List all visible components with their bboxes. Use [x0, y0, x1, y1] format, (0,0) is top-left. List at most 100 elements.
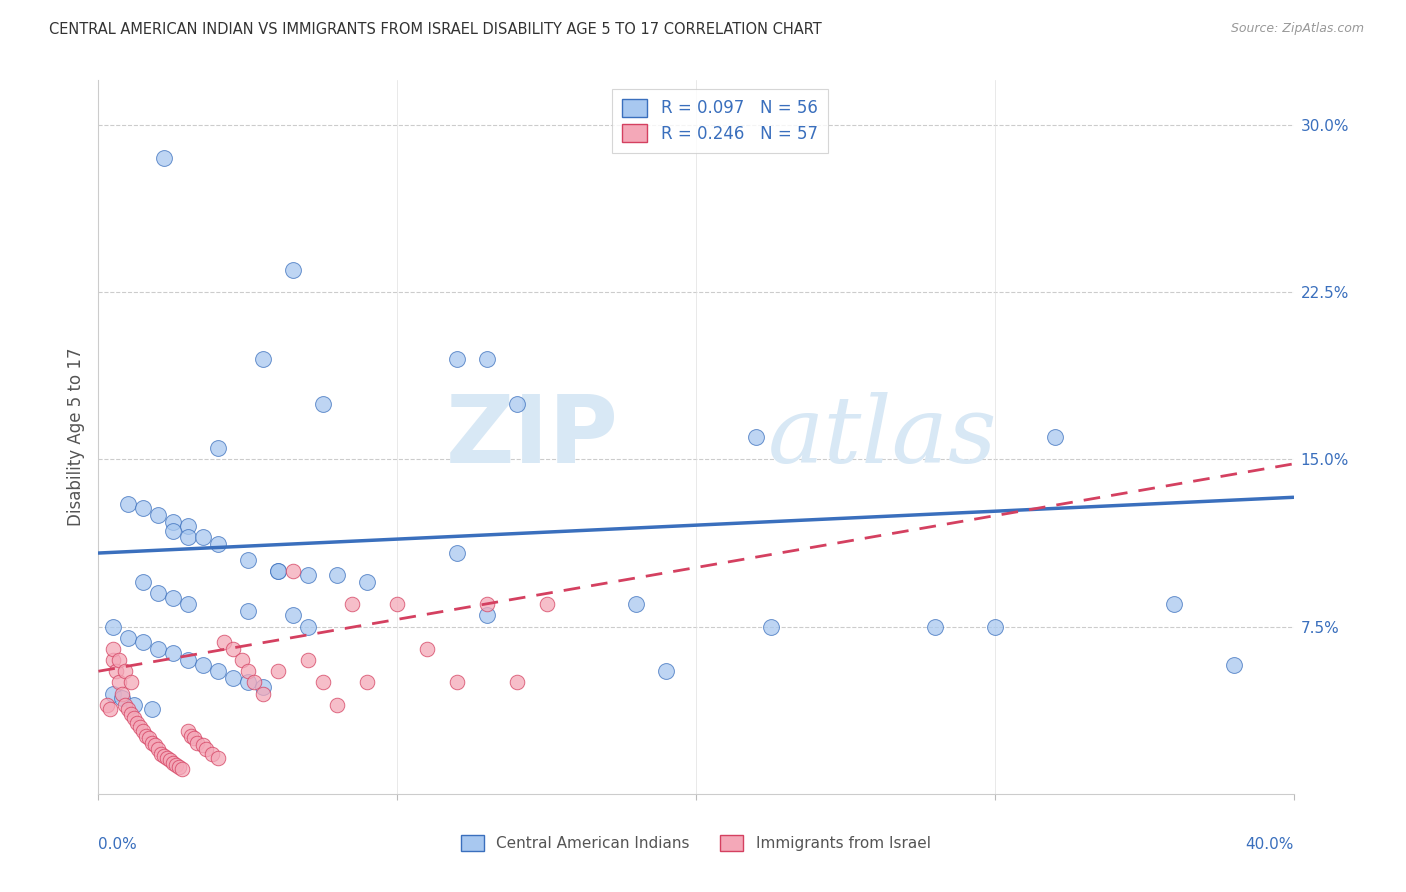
Point [135, 729, 157, 743]
Point [120, 675, 142, 690]
Point [127, 715, 149, 730]
Point [148, 642, 170, 657]
Text: 0.0%: 0.0% [98, 837, 138, 852]
Point [207, 664, 229, 679]
Point [129, 720, 152, 734]
Point [195, 742, 218, 756]
Point [326, 698, 349, 712]
Y-axis label: Disability Age 5 to 17: Disability Age 5 to 17 [66, 348, 84, 526]
Point [167, 760, 190, 774]
Point [124, 711, 146, 725]
Point [191, 530, 214, 544]
Point [132, 501, 155, 516]
Point [148, 508, 170, 523]
Point [132, 724, 155, 739]
Point [96, 698, 118, 712]
Point [103, 653, 125, 667]
Point [148, 586, 170, 600]
Point [222, 642, 245, 657]
Point [252, 351, 274, 366]
Point [311, 396, 333, 410]
Point [536, 598, 558, 612]
Point [297, 653, 319, 667]
Point [162, 756, 184, 770]
Text: Source: ZipAtlas.com: Source: ZipAtlas.com [1230, 22, 1364, 36]
Point [297, 568, 319, 582]
Point [297, 619, 319, 633]
Point [162, 524, 184, 538]
Point [117, 631, 139, 645]
Point [153, 152, 176, 166]
Point [236, 664, 259, 679]
Point [162, 515, 184, 529]
Point [132, 575, 155, 590]
Point [162, 646, 184, 660]
Point [114, 664, 136, 679]
Point [385, 598, 409, 612]
Point [207, 442, 229, 455]
Point [207, 537, 229, 551]
Point [111, 687, 134, 701]
Point [111, 690, 134, 705]
Point [165, 758, 187, 772]
Point [1163, 598, 1185, 612]
Point [311, 675, 333, 690]
Point [143, 738, 166, 752]
Point [98, 702, 122, 716]
Point [117, 497, 139, 511]
Point [172, 762, 194, 776]
Point [141, 702, 163, 716]
Point [252, 680, 274, 694]
Point [141, 735, 163, 749]
Point [183, 731, 205, 746]
Point [153, 749, 176, 764]
Point [156, 751, 179, 765]
Point [180, 729, 202, 743]
Point [191, 738, 214, 752]
Point [105, 664, 128, 679]
Point [243, 675, 266, 690]
Point [132, 635, 155, 649]
Point [222, 671, 245, 685]
Point [626, 598, 648, 612]
Point [108, 675, 131, 690]
Point [267, 564, 290, 578]
Point [252, 687, 274, 701]
Point [506, 675, 529, 690]
Point [1043, 430, 1066, 444]
Point [759, 619, 782, 633]
Point [103, 642, 125, 657]
Point [108, 653, 131, 667]
Point [281, 263, 304, 277]
Text: 40.0%: 40.0% [1246, 837, 1294, 852]
Point [236, 675, 259, 690]
Legend: Central American Indians, Immigrants from Israel: Central American Indians, Immigrants fro… [456, 829, 936, 857]
Point [138, 731, 160, 746]
Point [207, 751, 229, 765]
Point [201, 747, 224, 761]
Point [416, 642, 439, 657]
Point [103, 687, 125, 701]
Point [356, 675, 378, 690]
Point [162, 591, 184, 605]
Text: atlas: atlas [768, 392, 997, 482]
Point [924, 619, 946, 633]
Point [267, 664, 290, 679]
Point [124, 698, 146, 712]
Point [475, 351, 498, 366]
Text: ZIP: ZIP [446, 391, 619, 483]
Point [103, 619, 125, 633]
Point [506, 396, 529, 410]
Point [177, 530, 200, 544]
Point [150, 747, 173, 761]
Point [114, 698, 136, 712]
Point [326, 568, 349, 582]
Point [475, 598, 498, 612]
Point [267, 564, 290, 578]
Point [475, 608, 498, 623]
Point [236, 552, 259, 567]
Point [281, 564, 304, 578]
Point [745, 430, 768, 444]
Point [177, 653, 200, 667]
Point [177, 598, 200, 612]
